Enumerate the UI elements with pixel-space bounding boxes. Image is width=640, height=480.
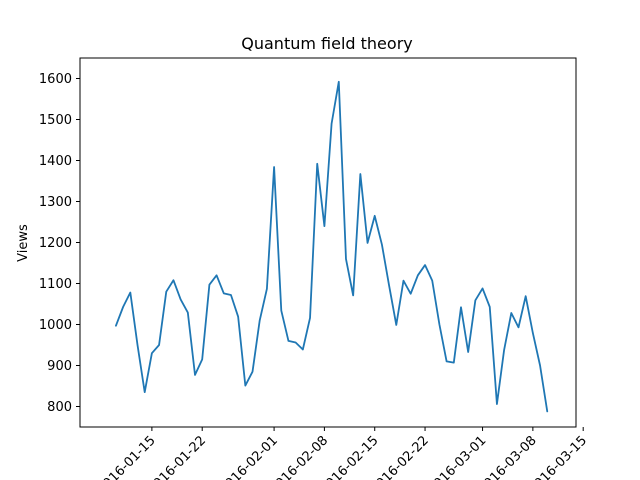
y-tick-label: 1100 [39,277,72,292]
series-line-views [115,80,549,413]
plot-frame [79,57,577,428]
y-tick-label: 1400 [39,154,72,169]
y-tick-label: 800 [47,400,72,415]
y-axis: 800 900 1000 1100 1200 1300 1400 1500 1600 [39,72,80,415]
y-tick-label: 1500 [39,113,72,128]
y-tick-label: 1000 [39,318,72,333]
y-tick-label: 900 [47,359,72,374]
y-axis-label: Views [16,224,31,262]
y-tick-label: 1600 [39,72,72,87]
y-tick-label: 1300 [39,195,72,210]
y-tick-label: 1200 [39,236,72,251]
chart-title: Quantum field theory [241,34,412,53]
